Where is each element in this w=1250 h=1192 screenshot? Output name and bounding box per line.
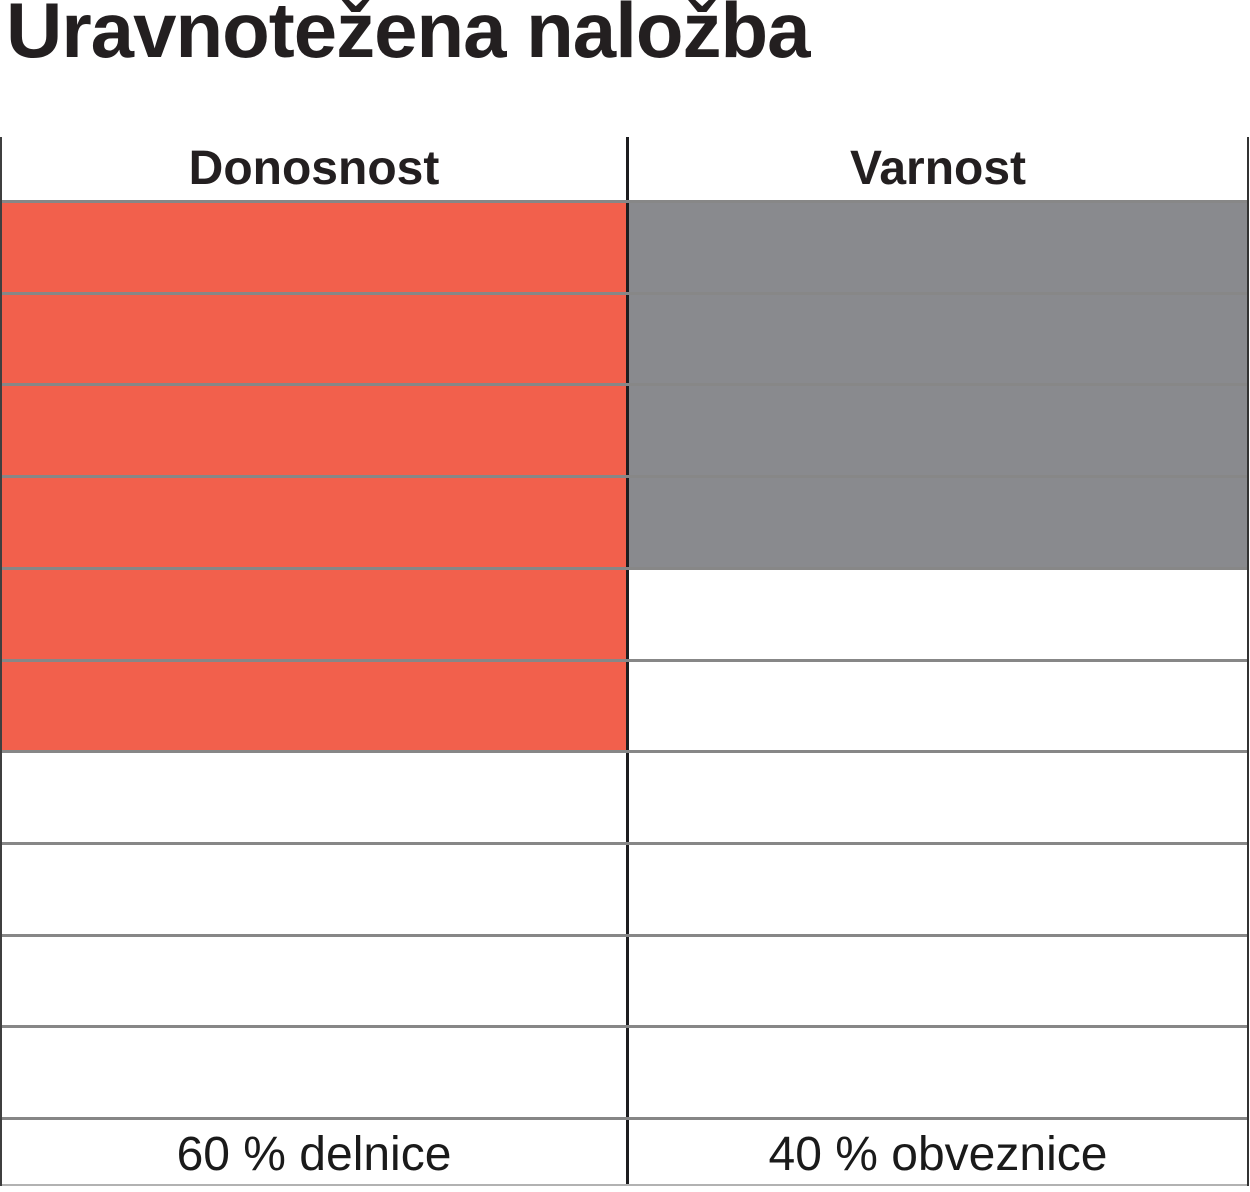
cell-varnost-row-4 — [626, 478, 1247, 567]
cell-donosnost-row-6 — [2, 661, 626, 751]
cell-varnost-row-1 — [626, 203, 1247, 292]
grid-row-2 — [2, 291, 1247, 384]
grid-row-9 — [2, 933, 1247, 1026]
cell-donosnost-row-1 — [2, 203, 626, 292]
footer-label-obveznice: 40 % obveznice — [626, 1120, 1247, 1184]
cell-varnost-row-3 — [626, 386, 1247, 476]
cell-donosnost-row-4 — [2, 478, 626, 567]
grid-rows — [2, 200, 1247, 1118]
grid-row-4 — [2, 475, 1247, 567]
cell-donosnost-row-8 — [2, 844, 626, 934]
cell-donosnost-row-7 — [2, 753, 626, 842]
cell-varnost-row-2 — [626, 294, 1247, 384]
cell-donosnost-row-9 — [2, 936, 626, 1026]
grid-row-10 — [2, 1025, 1247, 1118]
grid-row-6 — [2, 658, 1247, 751]
grid-row-7 — [2, 750, 1247, 842]
column-header-varnost: Varnost — [626, 137, 1247, 200]
cell-varnost-row-8 — [626, 844, 1247, 934]
cell-varnost-row-10 — [626, 1028, 1247, 1118]
cell-donosnost-row-2 — [2, 294, 626, 384]
cell-varnost-row-6 — [626, 661, 1247, 751]
grid-row-8 — [2, 841, 1247, 934]
footer-label-delnice: 60 % delnice — [176, 1127, 452, 1181]
cell-varnost-row-7 — [626, 753, 1247, 842]
cell-donosnost-row-3 — [2, 386, 626, 476]
cell-varnost-row-5 — [626, 569, 1247, 659]
grid-row-5 — [2, 566, 1247, 659]
grid-row-1 — [2, 200, 1247, 292]
column-header-donosnost: Donosnost — [188, 142, 440, 195]
table-footer-row: 60 % delnice 40 % obveznice — [2, 1117, 1247, 1186]
cell-donosnost-row-5 — [2, 569, 626, 659]
cell-donosnost-row-10 — [2, 1028, 626, 1118]
page-title: Uravnotežena naložba — [6, 0, 811, 74]
table-header-row: Donosnost Varnost — [2, 137, 1247, 200]
grid-row-3 — [2, 383, 1247, 476]
cell-varnost-row-9 — [626, 936, 1247, 1026]
allocation-table: Donosnost Varnost 60 % delnice 40 % obve… — [0, 137, 1249, 1186]
